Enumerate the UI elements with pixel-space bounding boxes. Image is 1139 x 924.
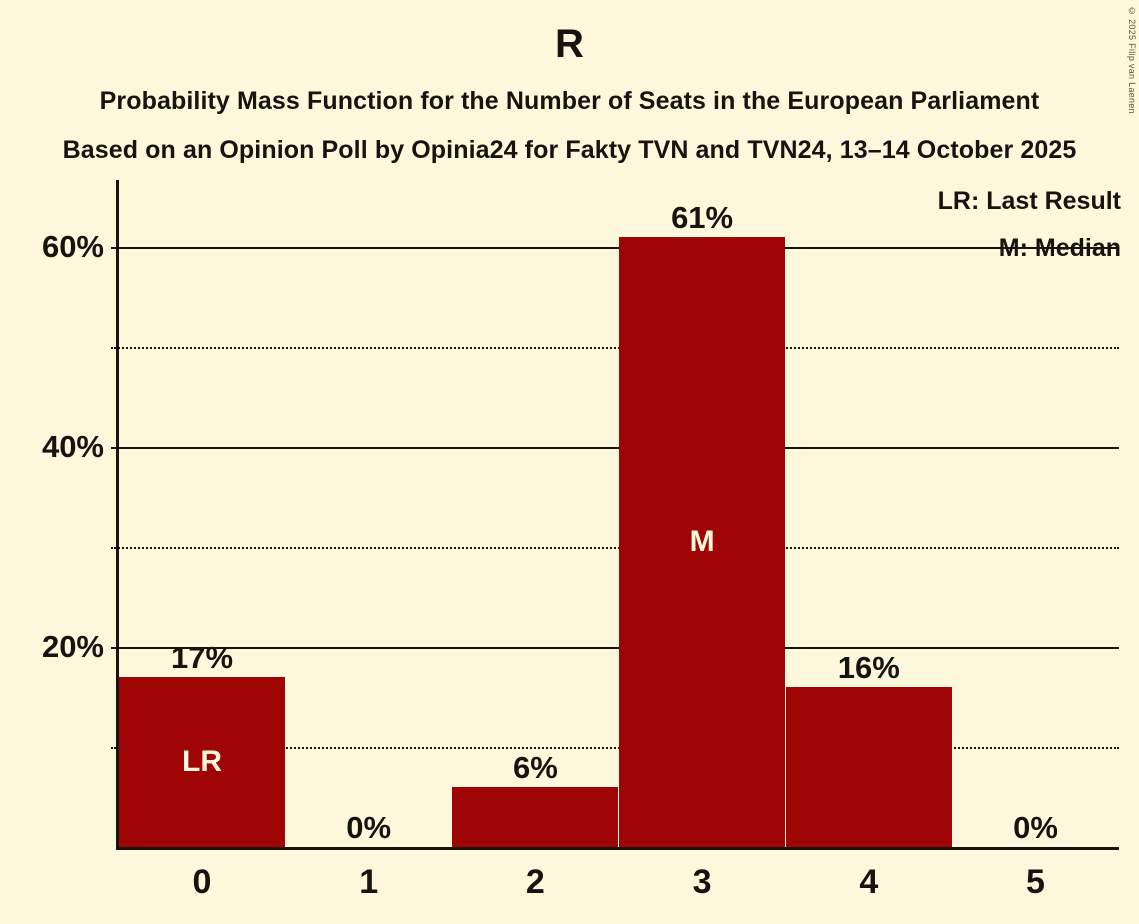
- x-axis-tick-0: 0: [192, 863, 212, 901]
- bar-value-label-0: 17%: [170, 640, 234, 675]
- bar-marker-m: M: [689, 525, 715, 558]
- legend-entry-last-result: LR: Last Result: [937, 187, 1121, 215]
- gridline-20: [111, 647, 1119, 649]
- bar-3[interactable]: M: [619, 237, 786, 847]
- y-axis-tick-label-60: 60%: [41, 229, 104, 264]
- gridline-30: [111, 547, 1119, 549]
- x-axis-tick-4: 4: [859, 863, 879, 901]
- bar-0[interactable]: LR: [119, 677, 285, 847]
- bar-4[interactable]: [785, 687, 952, 847]
- y-axis-tick-label-20: 20%: [41, 629, 104, 664]
- x-axis-tick-2: 2: [525, 863, 545, 901]
- bar-value-label-1: 0%: [346, 810, 392, 845]
- plot-area: LR M: [111, 180, 1119, 850]
- bar-value-label-4: 16%: [837, 650, 900, 685]
- gridline-40: [111, 447, 1119, 449]
- chart-source-subtitle: Based on an Opinion Poll by Opinia24 for…: [62, 136, 1077, 164]
- gridline-50: [111, 347, 1119, 349]
- y-axis-line: [116, 180, 119, 847]
- bar-value-label-5: 0%: [1013, 810, 1058, 845]
- y-axis-tick-label-40: 40%: [41, 429, 104, 464]
- x-axis-tick-5: 5: [1026, 863, 1045, 901]
- copyright-notice: © 2025 Filip van Laenen: [1127, 6, 1137, 114]
- x-axis-line: [116, 847, 1119, 850]
- x-axis-tick-3: 3: [692, 863, 712, 901]
- gridline-60: [111, 247, 1119, 249]
- bar-marker-lr: LR: [182, 745, 222, 778]
- x-axis-tick-1: 1: [359, 863, 379, 901]
- bar-value-label-3: 61%: [671, 200, 734, 235]
- bar-2[interactable]: [452, 787, 619, 847]
- chart-subtitle: Probability Mass Function for the Number…: [99, 87, 1040, 115]
- bar-value-label-2: 6%: [512, 750, 558, 785]
- gridline-10: [111, 747, 1119, 749]
- chart-title: R: [555, 22, 584, 66]
